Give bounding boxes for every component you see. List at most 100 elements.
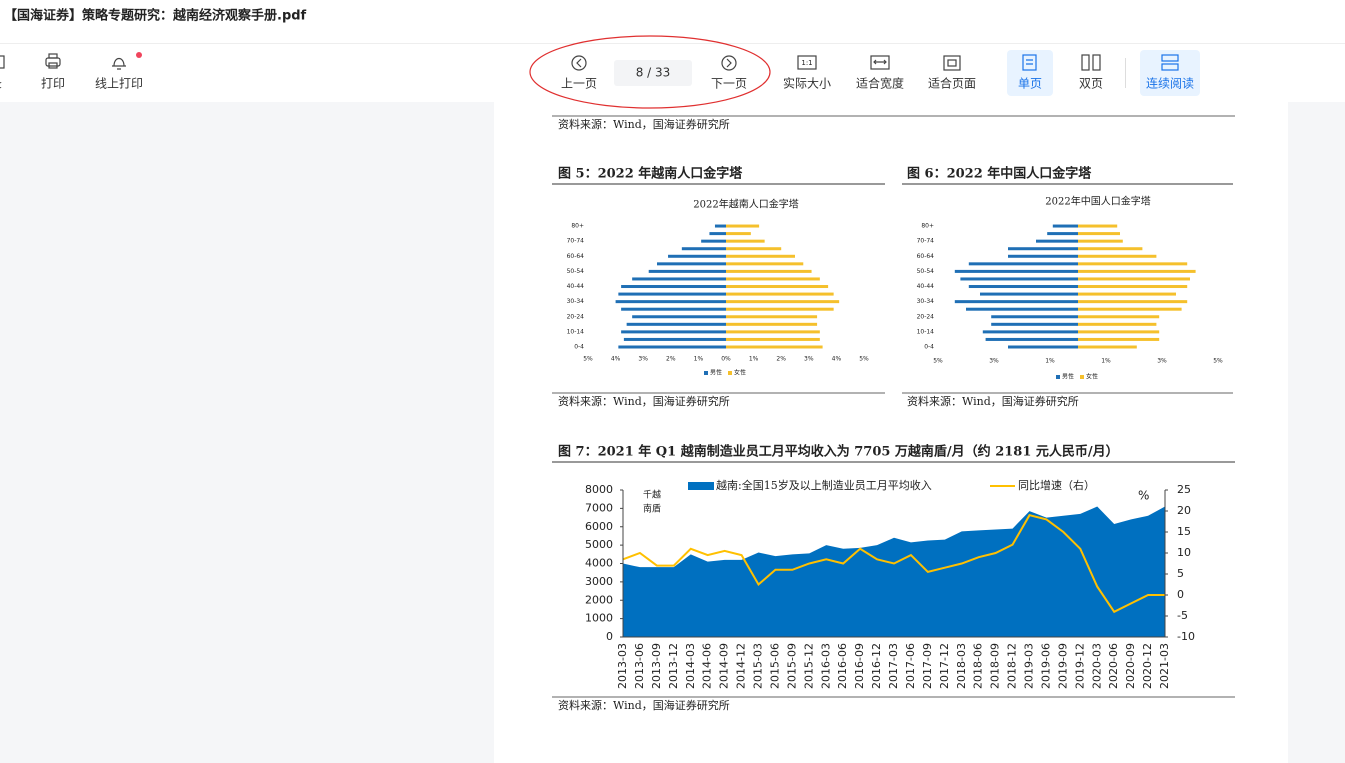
bar: [1078, 292, 1176, 296]
bar: [726, 330, 820, 334]
x-tick-label: 2015-03: [752, 643, 765, 689]
bar: [982, 330, 1078, 334]
toolbar-button[interactable]: 打印: [41, 77, 65, 91]
bar: [618, 345, 726, 349]
bar: [726, 337, 820, 341]
bar: [1078, 345, 1137, 349]
x-tick-label: 2017-09: [921, 643, 934, 689]
bar: [621, 330, 726, 334]
view-button[interactable]: 适合页面: [928, 76, 976, 91]
y-tick-label: 20-24: [917, 313, 935, 320]
x-tick-label: 2020-12: [1141, 643, 1154, 689]
bar: [1078, 330, 1160, 334]
bar: [968, 285, 1078, 289]
source-note: 资料来源：Wind，国海证券研究所: [907, 394, 1079, 408]
page-input[interactable]: 8 / 33: [636, 66, 671, 80]
view-active: [1140, 50, 1200, 96]
bar: [714, 224, 726, 228]
bar: [626, 322, 726, 326]
x-tick-label: 2015-09: [785, 643, 798, 689]
y-tick-label: 0: [606, 630, 613, 643]
bar: [632, 277, 726, 281]
legend-swatch: [688, 482, 714, 490]
figure-caption: 图 5：2022 年越南人口金字塔: [558, 166, 743, 182]
prev-page[interactable]: 上一页: [561, 77, 597, 91]
x-tick-label: 2019-12: [1073, 643, 1086, 689]
x-tick-label: 2018-06: [972, 643, 985, 689]
page-input-box[interactable]: [614, 60, 692, 86]
bar: [618, 292, 726, 296]
x-tick-label: 2019-06: [1039, 643, 1052, 689]
bar: [1078, 224, 1118, 228]
y2-tick-label: 15: [1177, 525, 1191, 538]
bar: [1078, 277, 1190, 281]
bar: [726, 285, 829, 289]
x-tick-label: 2016-12: [870, 643, 883, 689]
bar: [985, 337, 1078, 341]
bar: [726, 292, 834, 296]
x-tick-label: 2018-09: [989, 643, 1002, 689]
y-tick-label: 20-24: [567, 313, 585, 320]
x-tick-label: 2014-09: [718, 643, 731, 689]
y-axis-label: 南盾: [643, 503, 661, 515]
bar: [991, 322, 1078, 326]
bar: [1052, 224, 1078, 228]
y-tick-label: 8000: [585, 483, 613, 496]
toolbar-button[interactable]: 线上打印: [95, 77, 143, 91]
chart-title: 2022年中国人口金字塔: [1045, 195, 1150, 208]
bar: [1036, 239, 1078, 243]
y-tick-label: 40-44: [917, 283, 935, 290]
bar: [623, 337, 726, 341]
x-tick-label: 4%: [611, 356, 621, 363]
x-tick-label: 2016-06: [836, 643, 849, 689]
bar: [960, 277, 1078, 281]
bar: [632, 315, 726, 319]
x-tick-label: 2%: [666, 356, 676, 363]
bar: [726, 315, 818, 319]
bar: [1078, 307, 1182, 311]
x-tick-label: 5%: [933, 358, 943, 365]
y2-tick-label: 5: [1177, 567, 1184, 580]
bar: [726, 239, 765, 243]
bar: [1078, 232, 1120, 236]
source-note: 资料来源：Wind，国海证券研究所: [558, 117, 730, 131]
y-tick-label: 50-54: [917, 268, 935, 275]
y-axis-label: 千越: [643, 489, 661, 501]
bar: [1078, 285, 1188, 289]
y-tick-label: 50-54: [567, 268, 585, 275]
next-page[interactable]: 下一页: [711, 77, 747, 91]
view-button[interactable]: 单页: [1018, 77, 1042, 91]
x-tick-label: 2015-06: [768, 643, 781, 689]
x-tick-label: 3%: [638, 356, 648, 363]
x-tick-label: 2017-12: [938, 643, 951, 689]
y-tick-label: 2000: [585, 593, 613, 606]
bar: [966, 307, 1078, 311]
x-tick-label: 2017-06: [904, 643, 917, 689]
figure-caption: 图 6：2022 年中国人口金字塔: [907, 166, 1092, 182]
y-tick-label: 7000: [585, 501, 613, 514]
x-tick-label: 2020-03: [1090, 643, 1103, 689]
bar: [980, 292, 1078, 296]
toolbar-button[interactable]: 录: [0, 77, 2, 91]
y-tick-label: 60-64: [917, 253, 935, 260]
x-tick-label: 3%: [804, 356, 814, 363]
view-button[interactable]: 实际大小: [783, 76, 831, 91]
bar: [726, 247, 782, 251]
bar: [726, 345, 823, 349]
view-button[interactable]: 双页: [1079, 77, 1103, 91]
icon-text: 1:1: [801, 59, 812, 67]
x-tick-label: 2020-06: [1107, 643, 1120, 689]
y-tick-label: 30-34: [567, 298, 585, 305]
y-tick-label: 80+: [921, 223, 934, 230]
view-button[interactable]: 连续阅读: [1146, 76, 1194, 91]
toolbar-icons: [0, 53, 1101, 71]
y-tick-label: 30-34: [917, 298, 935, 305]
y-tick-label: 5000: [585, 538, 613, 551]
window-title: 【国海证券】策略专题研究：越南经济观察手册.pdf: [4, 8, 307, 24]
annotation-ellipse: [529, 35, 771, 109]
bar: [1078, 269, 1196, 273]
view-button[interactable]: 适合宽度: [856, 76, 904, 91]
y-tick-label: 4000: [585, 557, 613, 570]
bar: [621, 307, 726, 311]
